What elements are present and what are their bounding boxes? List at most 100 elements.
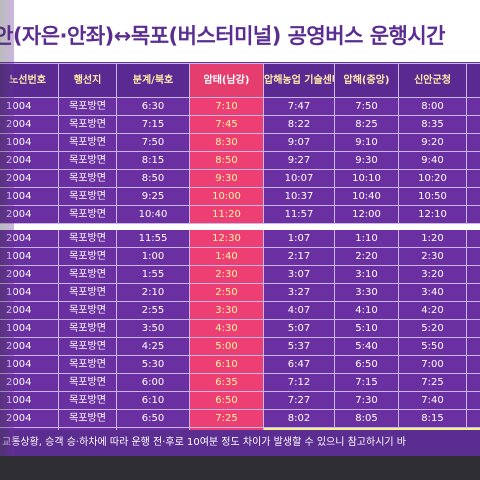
timetable-cell: 목포방면 (58, 373, 117, 392)
timetable-cell: 2:30 (398, 247, 467, 266)
timetable-cell: 11:20 (189, 205, 264, 224)
timetable-cell: 6:50 (334, 355, 399, 374)
timetable-cell: 8:05 (334, 409, 399, 428)
timetable-cell: 4:30 (189, 319, 264, 338)
column-header: 노선번호 (0, 63, 59, 98)
timetable-cell: 8:25 (334, 115, 399, 134)
timetable-row: 2004 목포방면 6:50 7:25 8:02 8:05 8:15 (0, 409, 480, 428)
timetable-cell: 5:10 (334, 319, 399, 338)
timetable-cell (466, 265, 480, 284)
timetable-cell: 2:30 (189, 265, 264, 284)
timetable-cell: 8:35 (398, 115, 467, 134)
timetable-cell (466, 205, 480, 224)
timetable-cell: 7:25 (398, 373, 467, 392)
timetable-cell: 3:50 (116, 319, 190, 338)
timetable-cell (466, 151, 480, 170)
timetable-cell: 목포방면 (58, 169, 117, 188)
timetable-cell: 목포방면 (58, 97, 117, 116)
timetable-row: 2004 목포방면 11:55 12:30 1:07 1:10 1:20 (0, 229, 480, 248)
timetable-cell: 10:50 (398, 187, 467, 206)
timetable-cell: 1:20 (398, 229, 467, 248)
timetable-cell: 7:47 (263, 97, 335, 116)
timetable-cell: 1:55 (116, 265, 190, 284)
timetable-cell: 1:40 (189, 247, 264, 266)
timetable-cell: 7:12 (263, 373, 335, 392)
timetable-cell (466, 133, 480, 152)
timetable-cell: 5:40 (334, 337, 399, 356)
timetable-cell: 2:50 (189, 283, 264, 302)
timetable-row: 1004 목포방면 1:00 1:40 2:17 2:20 2:30 (0, 247, 480, 266)
timetable-cell: 목포방면 (58, 409, 117, 428)
footer-notice: 교통상황, 승객 승·하차에 따라 운행 전·후로 10여분 정도 차이가 발생… (0, 430, 480, 456)
timetable-cell: 10:10 (334, 169, 399, 188)
timetable-row: 2004 목포방면 10:40 11:20 11:57 12:00 12:10 (0, 205, 480, 224)
timetable-row: 1004 목포방면 3:50 4:30 5:07 5:10 5:20 (0, 319, 480, 338)
timetable-cell: 7:00 (398, 355, 467, 374)
timetable-cell: 6:35 (189, 373, 264, 392)
timetable-cell: 4:10 (334, 301, 399, 320)
bottom-background (0, 456, 480, 480)
timetable-cell: 9:27 (263, 151, 335, 170)
timetable-cell: 11:57 (263, 205, 335, 224)
timetable-cell: 5:30 (116, 355, 190, 374)
timetable-cell: 9:25 (116, 187, 190, 206)
timetable-cell: 7:10 (189, 97, 264, 116)
timetable-cell: 2:55 (116, 301, 190, 320)
timetable-row: 2004 목포방면 2:55 3:30 4:07 4:10 4:20 (0, 301, 480, 320)
timetable-cell: 목포방면 (58, 229, 117, 248)
timetable-row: 2004 목포방면 8:50 9:30 10:07 10:10 10:20 (0, 169, 480, 188)
timetable-cell: 목포방면 (58, 301, 117, 320)
timetable-cell: 목포방면 (58, 391, 117, 410)
column-header: 압해농업 기술센터 (263, 63, 335, 98)
timetable-cell: 9:20 (398, 133, 467, 152)
timetable-cell: 7:40 (398, 391, 467, 410)
timetable-cell: 3:10 (334, 265, 399, 284)
timetable-body: 1004 목포방면 6:30 7:10 7:47 7:50 8:00 2004 목포방면 7:15… (0, 97, 480, 464)
timetable-cell: 목포방면 (58, 355, 117, 374)
timetable-cell: 6:10 (116, 391, 190, 410)
timetable-cell: 12:10 (398, 205, 467, 224)
timetable-cell: 1:07 (263, 229, 335, 248)
timetable-cell: 목포방면 (58, 337, 117, 356)
timetable-cell (466, 337, 480, 356)
timetable-cell: 7:27 (263, 391, 335, 410)
timetable-cell: 10:00 (189, 187, 264, 206)
timetable-cell: 7:25 (189, 409, 264, 428)
timetable-cell (466, 115, 480, 134)
timetable-cell: 3:40 (398, 283, 467, 302)
timetable-cell: 2:17 (263, 247, 335, 266)
timetable-cell: 3:20 (398, 265, 467, 284)
timetable-cell: 6:00 (116, 373, 190, 392)
timetable-cell: 9:40 (398, 151, 467, 170)
timetable-cell: 1:10 (334, 229, 399, 248)
timetable-row: 2004 목포방면 7:15 7:45 8:22 8:25 8:35 (0, 115, 480, 134)
timetable-cell: 목포방면 (58, 151, 117, 170)
timetable-cell: 7:50 (334, 97, 399, 116)
timetable-row: 1004 목포방면 6:30 7:10 7:47 7:50 8:00 (0, 97, 480, 116)
timetable-cell: 5:07 (263, 319, 335, 338)
timetable-cell: 8:50 (189, 151, 264, 170)
timetable-cell: 9:10 (334, 133, 399, 152)
timetable-row: 2004 목포방면 8:15 8:50 9:27 9:30 9:40 (0, 151, 480, 170)
timetable-cell: 5:37 (263, 337, 335, 356)
timetable-cell: 7:45 (189, 115, 264, 134)
column-header: 신안군청 (398, 63, 467, 98)
timetable-cell: 6:50 (116, 409, 190, 428)
timetable-cell: 5:50 (398, 337, 467, 356)
timetable-cell: 목포방면 (58, 187, 117, 206)
timetable-row: 1004 목포방면 2:10 2:50 3:27 3:30 3:40 (0, 283, 480, 302)
section-divider (0, 223, 480, 230)
timetable-cell: 6:10 (189, 355, 264, 374)
timetable-cell: 2:20 (334, 247, 399, 266)
timetable-cell (466, 229, 480, 248)
timetable-cell: 8:30 (189, 133, 264, 152)
timetable-cell: 9:30 (189, 169, 264, 188)
timetable-cell: 3:27 (263, 283, 335, 302)
timetable-cell: 12:30 (189, 229, 264, 248)
timetable-cell: 7:15 (334, 373, 399, 392)
timetable-cell (466, 301, 480, 320)
timetable-cell: 4:07 (263, 301, 335, 320)
column-header: 암태(남강) (189, 63, 264, 98)
timetable-cell: 7:50 (116, 133, 190, 152)
timetable-cell: 10:37 (263, 187, 335, 206)
